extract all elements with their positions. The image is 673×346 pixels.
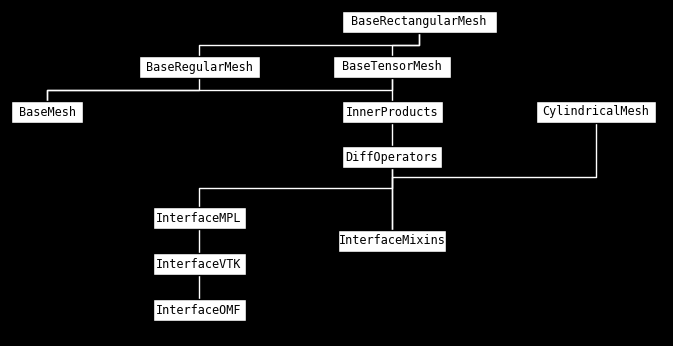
Text: CylindricalMesh: CylindricalMesh <box>542 106 649 118</box>
Text: BaseRegularMesh: BaseRegularMesh <box>145 61 252 73</box>
FancyBboxPatch shape <box>333 56 451 78</box>
FancyBboxPatch shape <box>153 207 246 229</box>
FancyBboxPatch shape <box>341 101 443 123</box>
FancyBboxPatch shape <box>536 101 656 123</box>
Text: BaseRectangularMesh: BaseRectangularMesh <box>351 16 487 28</box>
Text: InterfaceMPL: InterfaceMPL <box>156 211 242 225</box>
Text: DiffOperators: DiffOperators <box>346 151 438 164</box>
FancyBboxPatch shape <box>11 101 83 123</box>
FancyBboxPatch shape <box>342 146 442 168</box>
Text: InterfaceOMF: InterfaceOMF <box>156 303 242 317</box>
Text: BaseTensorMesh: BaseTensorMesh <box>342 61 442 73</box>
FancyBboxPatch shape <box>153 299 246 321</box>
Text: InnerProducts: InnerProducts <box>346 106 438 118</box>
Text: BaseMesh: BaseMesh <box>18 106 75 118</box>
Text: InterfaceMixins: InterfaceMixins <box>339 235 446 247</box>
Text: InterfaceVTK: InterfaceVTK <box>156 257 242 271</box>
FancyBboxPatch shape <box>153 253 246 275</box>
FancyBboxPatch shape <box>338 230 446 252</box>
FancyBboxPatch shape <box>341 11 497 33</box>
FancyBboxPatch shape <box>139 56 260 78</box>
